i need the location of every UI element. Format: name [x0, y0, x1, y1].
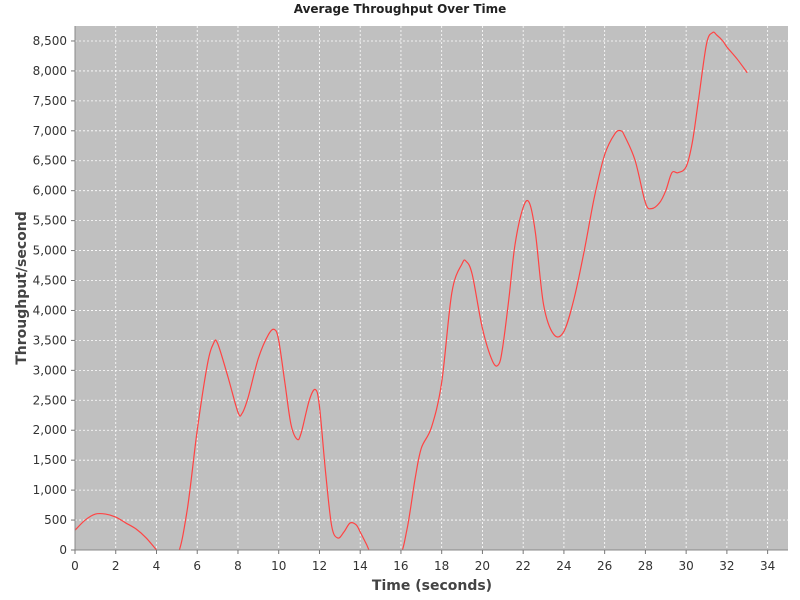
x-tick-label: 18: [434, 559, 449, 573]
series-line: [75, 31, 748, 550]
gridlines: [74, 26, 788, 551]
y-tick-label: 2,500: [33, 393, 67, 407]
x-axis-label: Time (seconds): [372, 578, 492, 594]
x-tick-label: 2: [112, 559, 120, 573]
y-tick-label: 4,000: [33, 303, 67, 317]
y-tick-label: 3,000: [33, 363, 67, 377]
y-tick-label: 6,000: [33, 184, 67, 198]
x-tick-label: 4: [153, 559, 161, 573]
x-tick-label: 28: [638, 559, 653, 573]
x-tick-label: 26: [597, 559, 612, 573]
y-tick-label: 5,000: [33, 244, 67, 258]
y-tick-label: 3,500: [33, 333, 67, 347]
x-tick-label: 32: [719, 559, 734, 573]
y-tick-label: 4,500: [33, 274, 67, 288]
series-layer: [75, 31, 748, 550]
y-tick-label: 7,500: [33, 94, 67, 108]
x-tick-label: 6: [193, 559, 201, 573]
x-tick-label: 34: [760, 559, 775, 573]
y-axis-label: Throughput/second: [14, 211, 30, 365]
x-tick-label: 12: [312, 559, 327, 573]
y-tick-label: 5,500: [33, 214, 67, 228]
x-tick-label: 8: [234, 559, 242, 573]
y-tick-label: 1,000: [33, 483, 67, 497]
y-tick-label: 2,000: [33, 423, 67, 437]
x-tick-label: 14: [353, 559, 368, 573]
x-tick-label: 10: [271, 559, 286, 573]
y-axis-ticks: 0 500 1,000 1,500 2,000 2,500 3,000 3,500 4,000 4…: [33, 34, 75, 557]
x-tick-label: 0: [71, 559, 79, 573]
x-axis-ticks: 0 2 4 6 8 10 12 14 16 18 20 22 24 26 28 30 32 34: [71, 550, 775, 573]
y-tick-label: 8,500: [33, 34, 67, 48]
y-tick-label: 500: [44, 513, 67, 527]
y-tick-label: 8,000: [33, 64, 67, 78]
x-tick-label: 20: [475, 559, 490, 573]
chart-title: Average Throughput Over Time: [294, 2, 507, 16]
plot-area: [75, 26, 788, 550]
y-tick-label: 6,500: [33, 154, 67, 168]
x-tick-label: 22: [516, 559, 531, 573]
x-tick-label: 30: [679, 559, 694, 573]
y-tick-label: 0: [59, 543, 67, 557]
y-tick-label: 7,000: [33, 124, 67, 138]
x-tick-label: 24: [556, 559, 571, 573]
x-tick-label: 16: [393, 559, 408, 573]
y-tick-label: 1,500: [33, 453, 67, 467]
